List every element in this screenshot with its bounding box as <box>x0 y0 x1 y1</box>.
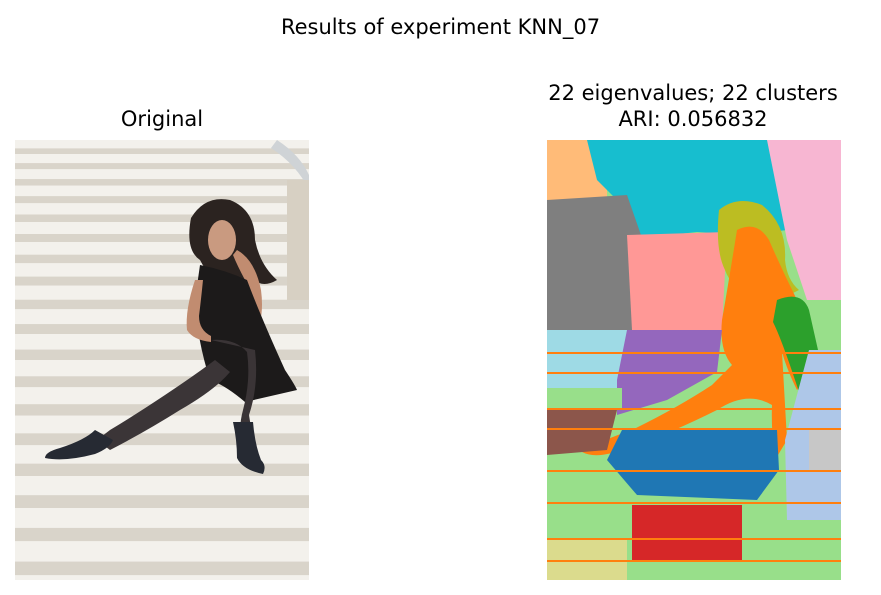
original-image <box>15 140 309 580</box>
segmentation-title-line2: ARI: 0.056832 <box>618 107 768 131</box>
segmentation-panel-title: 22 eigenvalues; 22 clusters ARI: 0.05683… <box>500 80 881 132</box>
segmentation-title-line1: 22 eigenvalues; 22 clusters <box>548 81 838 105</box>
segmentation-image <box>547 140 841 580</box>
figure-suptitle: Results of experiment KNN_07 <box>280 15 601 39</box>
woman-figure <box>45 199 297 474</box>
original-panel-title: Original <box>120 107 204 131</box>
